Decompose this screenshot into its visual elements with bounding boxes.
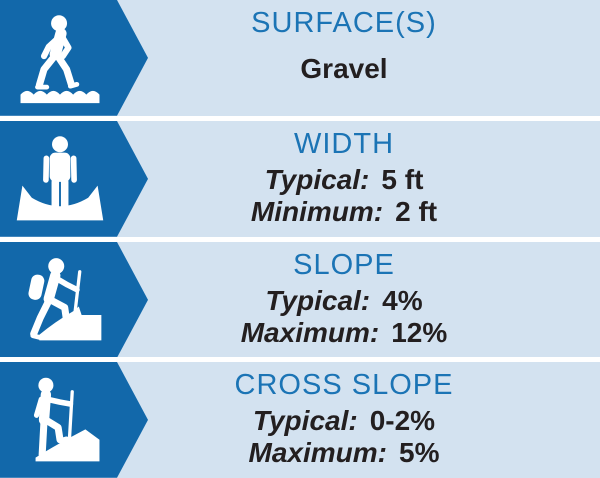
standing-person-icon — [16, 135, 104, 220]
info-row-slope: SLOPE Typical: 4% Maximum: 12% — [0, 241, 600, 358]
info-row-width: WIDTH Typical: 5 ft Minimum: 2 ft — [0, 120, 600, 237]
info-row-cross-slope: CROSS SLOPE Typical: 0-2% Maximum: 5% — [0, 362, 600, 478]
value-line: Typical: 0-2% — [249, 405, 440, 437]
uphill-hiker-icon — [28, 258, 102, 341]
row-content: WIDTH Typical: 5 ft Minimum: 2 ft — [88, 121, 600, 237]
value-text: 4% — [382, 284, 423, 316]
value-line: Maximum: 5% — [249, 437, 440, 469]
value-line: Gravel — [300, 53, 387, 85]
value-text: Gravel — [300, 53, 388, 84]
row-content: SURFACE(S) Gravel — [88, 0, 600, 116]
value-text: 12% — [391, 316, 448, 348]
value-label: Typical: — [264, 163, 370, 195]
section-values: Gravel — [300, 53, 387, 85]
value-text: 0-2% — [369, 405, 436, 437]
value-line: Typical: 4% — [241, 285, 448, 317]
chevron-badge — [0, 362, 148, 478]
section-values: Typical: 4% Maximum: 12% — [241, 285, 448, 349]
value-label: Maximum: — [240, 316, 380, 348]
section-values: Typical: 0-2% Maximum: 5% — [249, 405, 440, 469]
section-title: SLOPE — [293, 248, 395, 281]
walking-person-icon — [20, 15, 100, 103]
value-text: 2 ft — [395, 195, 438, 227]
info-row-surfaces: SURFACE(S) Gravel — [0, 0, 600, 116]
value-line: Maximum: 12% — [241, 317, 448, 349]
section-values: Typical: 5 ft Minimum: 2 ft — [251, 164, 437, 228]
value-line: Minimum: 2 ft — [251, 196, 437, 228]
value-line: Typical: 5 ft — [251, 164, 437, 196]
section-title: CROSS SLOPE — [234, 369, 454, 402]
value-label: Typical: — [265, 284, 371, 316]
value-label: Minimum: — [250, 195, 384, 227]
value-label: Maximum: — [248, 437, 387, 469]
cross-slope-hiker-icon — [33, 377, 100, 462]
value-label: Typical: — [252, 405, 358, 437]
section-title: WIDTH — [293, 127, 395, 160]
value-text: 5 ft — [381, 163, 424, 195]
row-content: SLOPE Typical: 4% Maximum: 12% — [88, 242, 600, 358]
value-text: 5% — [399, 437, 440, 469]
section-title: SURFACE(S) — [251, 7, 437, 39]
row-content: CROSS SLOPE Typical: 0-2% Maximum: 5% — [88, 362, 600, 478]
